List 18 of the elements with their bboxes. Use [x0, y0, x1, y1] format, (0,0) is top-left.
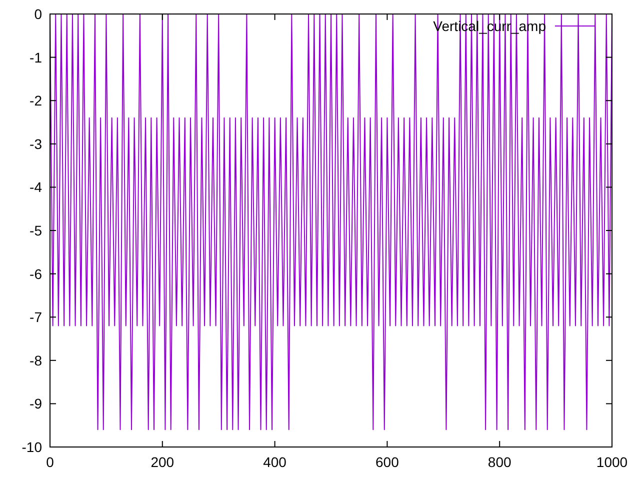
y-tick-label: -9: [30, 396, 42, 412]
y-tick-label: -5: [30, 222, 42, 238]
y-tick-label: -6: [30, 266, 42, 282]
x-tick-label: 200: [150, 454, 174, 470]
y-tick-label: -2: [30, 92, 42, 109]
y-tick-label: -3: [30, 136, 42, 152]
y-tick-label: -4: [30, 179, 42, 196]
x-tick-label: 800: [488, 454, 512, 470]
x-tick-label: 1000: [596, 454, 628, 470]
line-series: [50, 14, 612, 430]
y-tick-label: 0: [34, 6, 42, 22]
y-tick-label: -7: [30, 309, 42, 326]
y-tick-label: -8: [30, 352, 42, 368]
x-tick-label: 600: [376, 454, 400, 470]
y-tick-label: -10: [22, 439, 42, 455]
y-tick-label: -1: [30, 49, 42, 66]
x-tick-label: 0: [46, 454, 54, 470]
x-tick-label: 400: [263, 454, 287, 470]
